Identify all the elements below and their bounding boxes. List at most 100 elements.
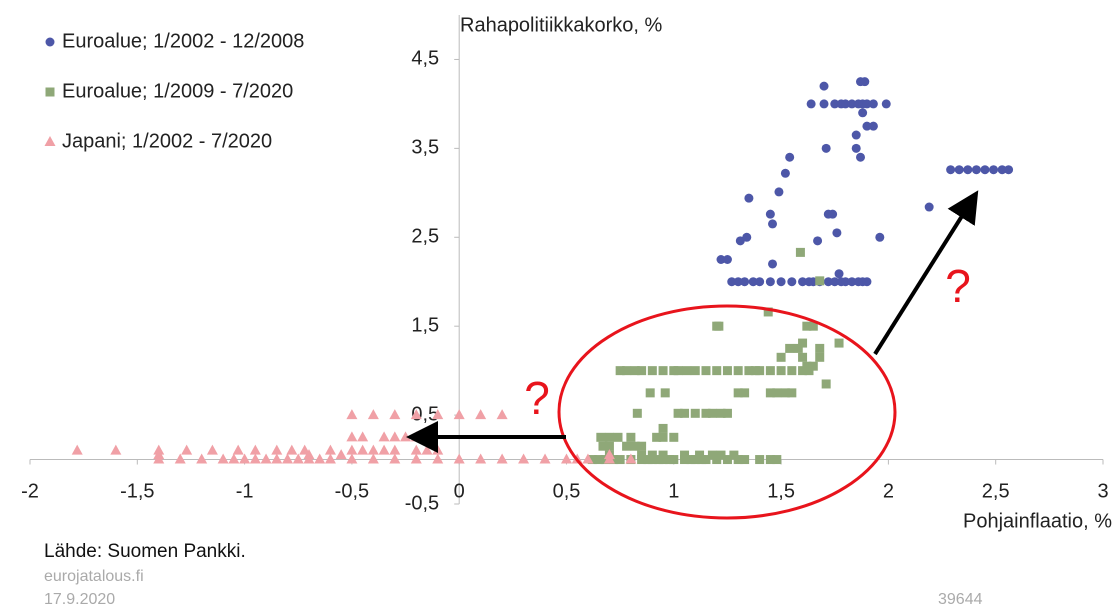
point xyxy=(637,366,647,376)
point xyxy=(828,209,838,219)
point xyxy=(840,99,850,109)
point xyxy=(808,321,818,331)
point xyxy=(772,455,782,465)
point xyxy=(539,453,551,464)
point xyxy=(798,352,808,362)
point xyxy=(744,193,754,203)
point xyxy=(496,409,508,420)
point xyxy=(860,77,870,87)
point xyxy=(286,444,298,455)
point xyxy=(367,409,379,420)
point xyxy=(840,277,850,287)
point xyxy=(410,444,422,455)
point xyxy=(862,277,872,287)
point xyxy=(787,388,797,398)
point xyxy=(645,388,655,398)
point xyxy=(742,232,752,242)
point xyxy=(714,321,724,331)
point xyxy=(695,450,705,460)
point xyxy=(815,276,825,286)
point xyxy=(755,366,765,376)
point xyxy=(673,408,683,418)
point xyxy=(232,444,244,455)
point xyxy=(722,408,732,418)
point xyxy=(682,366,692,376)
point xyxy=(217,453,229,464)
point xyxy=(740,277,750,287)
point xyxy=(346,431,358,442)
point xyxy=(862,99,872,109)
point xyxy=(997,165,1007,175)
point xyxy=(658,366,668,376)
point xyxy=(787,366,797,376)
point xyxy=(701,408,711,418)
point xyxy=(110,444,122,455)
point xyxy=(647,366,657,376)
x-tick-label: -2 xyxy=(21,480,39,502)
source-note: Lähde: Suomen Pankki. xyxy=(44,541,246,562)
point xyxy=(594,455,604,465)
x-tick-label: -0,5 xyxy=(335,480,369,502)
point xyxy=(785,343,795,353)
x-tick-label: -1 xyxy=(236,480,254,502)
point xyxy=(795,247,805,257)
point xyxy=(604,432,614,442)
point xyxy=(823,277,833,287)
point xyxy=(740,455,750,465)
point xyxy=(980,165,990,175)
point xyxy=(239,453,251,464)
y-tick-label: 1,5 xyxy=(411,314,439,336)
point xyxy=(432,444,444,455)
point xyxy=(954,165,964,175)
point xyxy=(802,361,812,371)
point xyxy=(598,441,608,451)
point xyxy=(658,423,668,433)
point xyxy=(808,361,818,371)
legend-label: Japani; 1/2002 - 7/2020 xyxy=(62,130,272,152)
point xyxy=(324,453,336,464)
point xyxy=(389,444,401,455)
point xyxy=(658,432,668,442)
point xyxy=(733,366,743,376)
point xyxy=(630,441,640,451)
y-tick-label: 0,5 xyxy=(411,403,439,425)
point xyxy=(367,444,379,455)
legend-label: Euroalue; 1/2009 - 7/2020 xyxy=(62,80,293,102)
point xyxy=(346,453,358,464)
arrow xyxy=(873,190,979,356)
point xyxy=(378,431,390,442)
point xyxy=(496,453,508,464)
x-tick-label: -1,5 xyxy=(120,480,154,502)
question-mark: ? xyxy=(524,372,550,424)
point xyxy=(518,453,530,464)
point xyxy=(271,453,283,464)
point xyxy=(153,449,165,460)
point xyxy=(647,450,657,460)
point xyxy=(680,408,690,418)
point xyxy=(303,449,315,460)
point xyxy=(335,449,347,460)
point xyxy=(772,388,782,398)
y-tick-label: 2,5 xyxy=(411,226,439,248)
point xyxy=(858,108,868,118)
point xyxy=(851,143,861,153)
point xyxy=(228,453,240,464)
point xyxy=(821,379,831,389)
point xyxy=(847,277,857,287)
point xyxy=(768,219,778,229)
point xyxy=(400,431,412,442)
point xyxy=(626,432,636,442)
point xyxy=(765,209,775,219)
point xyxy=(622,441,632,451)
point xyxy=(282,453,294,464)
x-tick-label: 1 xyxy=(668,480,679,502)
point xyxy=(378,444,390,455)
point xyxy=(815,343,825,353)
point xyxy=(707,408,717,418)
point xyxy=(798,277,808,287)
point xyxy=(561,453,572,464)
point xyxy=(813,236,823,246)
point xyxy=(615,455,625,465)
point xyxy=(630,366,640,376)
point xyxy=(660,388,670,398)
